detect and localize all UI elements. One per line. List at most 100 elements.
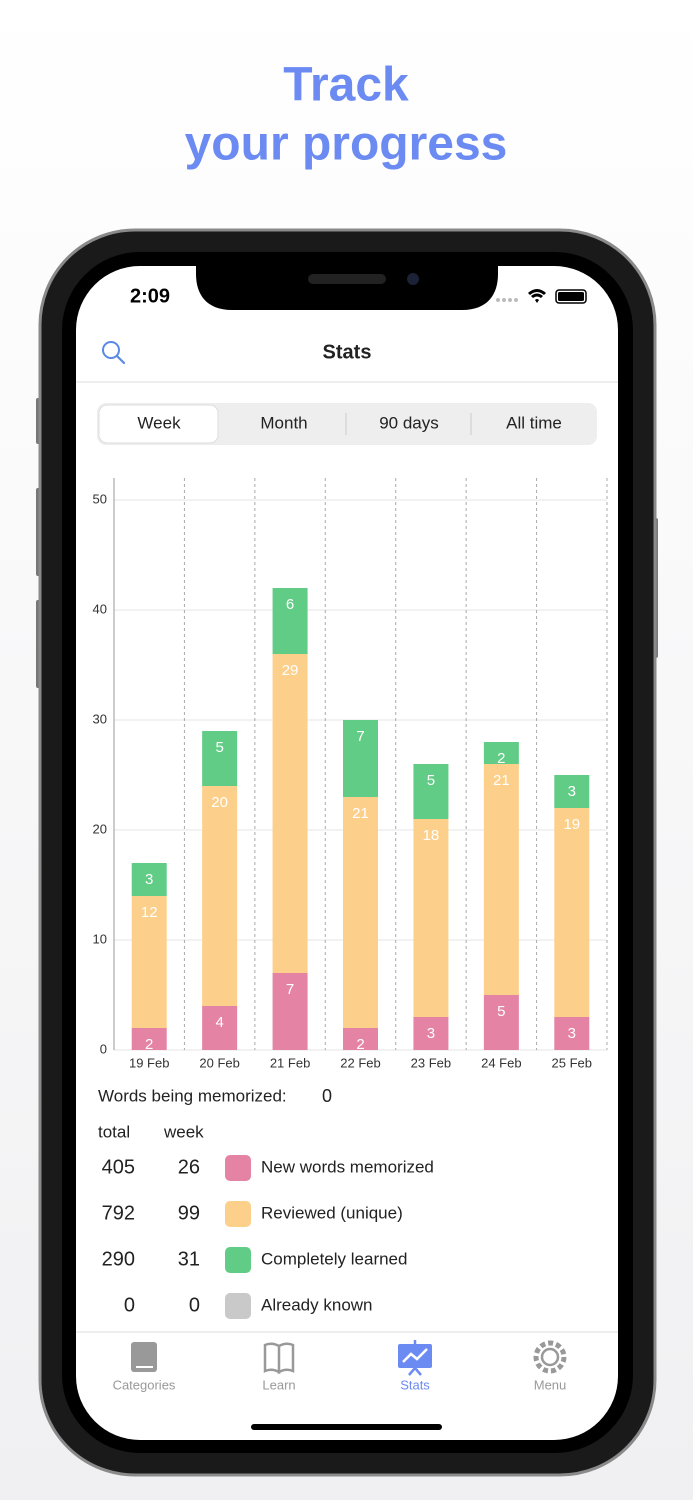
tab-label[interactable]: Categories [113,1377,176,1392]
search-button[interactable] [102,341,126,365]
bar-segment [554,808,590,1017]
y-tick-label: 40 [93,601,107,616]
x-tick-label: 21 Feb [270,1055,310,1070]
bar-value-label: 12 [141,904,158,921]
x-tick-label: 19 Feb [129,1055,169,1070]
bar-segment [202,1006,238,1050]
notch [196,266,498,310]
bar-value-label: 3 [568,783,576,800]
bar-value-label: 7 [286,981,294,998]
bar-value-label: 19 [563,816,580,833]
tab-label[interactable]: Learn [262,1377,295,1392]
column-header: total [98,1122,130,1141]
bar-value-label: 5 [215,739,223,756]
bar-segment [343,720,378,797]
bar-value-label: 3 [427,1025,435,1042]
segment-label[interactable]: All time [506,413,562,432]
bar-value-label: 2 [356,1036,364,1053]
legend-label: Completely learned [261,1249,407,1268]
week-value: 99 [178,1202,200,1224]
tab-icon [398,1340,432,1376]
bar-value-label: 29 [282,662,299,679]
x-tick-label: 25 Feb [552,1055,592,1070]
x-tick-label: 22 Feb [340,1055,380,1070]
week-value: 26 [178,1156,200,1178]
bar-segment [483,742,519,764]
y-tick-label: 10 [93,931,107,946]
bar-segment [272,973,308,1050]
tab-label[interactable]: Stats [400,1377,430,1392]
week-value: 31 [178,1248,200,1270]
speaker [308,274,386,284]
segment-selected [98,404,219,444]
bar-value-label: 21 [352,805,369,822]
status-time: 2:09 [130,285,170,307]
week-value: 0 [189,1294,200,1316]
tab-icon [131,1342,157,1372]
segment-label[interactable]: Month [260,413,307,432]
x-tick-label: 23 Feb [411,1055,451,1070]
y-tick-label: 0 [100,1041,107,1056]
bar-segment [202,786,238,1006]
bar-value-label: 5 [497,1003,505,1020]
bar-segment [413,1017,449,1050]
bar-value-label: 6 [286,596,294,613]
bar-segment [413,764,449,819]
y-tick-label: 20 [93,821,107,836]
bar-value-label: 3 [145,871,153,888]
bar-segment [343,797,378,1028]
bar-segment [483,995,519,1050]
legend-swatch [225,1293,251,1319]
legend-label: New words memorized [261,1157,434,1176]
segment-dividers [345,413,472,435]
camera [407,273,419,285]
bar-value-label: 2 [145,1036,153,1053]
segment-label[interactable]: Week [137,413,181,432]
bar-value-label: 5 [427,772,435,789]
bar-segment [131,863,167,896]
tab-label[interactable]: Menu [534,1377,567,1392]
segment-label[interactable]: 90 days [379,413,439,432]
legend-swatch [225,1201,251,1227]
bar-segment [554,1017,590,1050]
y-tick-label: 50 [93,491,107,506]
total-value: 405 [102,1156,135,1178]
headline: your progress [185,118,508,171]
bar-segment [483,764,519,995]
bar-value-label: 2 [497,750,505,767]
tab-icon [263,1342,295,1375]
bar-value-label: 3 [568,1025,576,1042]
bar-segment [272,588,308,654]
bar-segment [131,1028,167,1050]
status-icons [496,289,587,304]
bar-segment [202,731,238,786]
bar-value-label: 4 [215,1014,223,1031]
x-tick-label: 20 Feb [199,1055,239,1070]
x-tick-label: 24 Feb [481,1055,521,1070]
bar-value-label: 18 [423,827,440,844]
bar-value-label: 7 [356,728,364,745]
bar-value-label: 21 [493,772,510,789]
column-header: week [163,1122,204,1141]
bar-segment [554,775,590,808]
tab-icon [533,1340,567,1374]
legend-swatch [225,1155,251,1181]
memorizing-value: 0 [322,1086,332,1106]
memorizing-label: Words being memorized: [98,1086,287,1105]
headline: Track [283,59,409,112]
segmented-control [97,403,597,445]
bar-segment [413,819,449,1017]
bar-segment [131,896,167,1028]
nav-title: Stats [323,341,372,363]
bar-segment [343,1028,378,1050]
legend-label: Already known [261,1295,373,1314]
home-indicator [251,1424,442,1430]
bar-value-label: 20 [211,794,228,811]
legend-swatch [225,1247,251,1273]
total-value: 290 [102,1248,135,1270]
bar-segment [272,654,308,973]
total-value: 0 [124,1294,135,1316]
total-value: 792 [102,1202,135,1224]
